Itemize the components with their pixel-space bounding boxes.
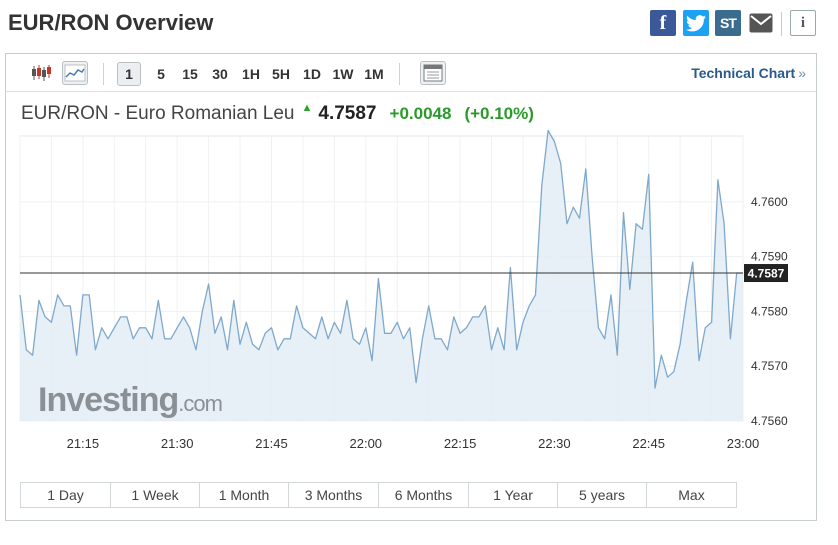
y-tick-label: 4.7570 — [751, 359, 788, 373]
series-area — [20, 130, 743, 421]
instrument-name: EUR/RON - Euro Romanian Leu — [21, 103, 295, 124]
period-1[interactable]: 1 — [117, 62, 141, 86]
range-5-years[interactable]: 5 years — [558, 483, 647, 507]
y-tick-label: 4.7590 — [751, 250, 788, 264]
last-price: 4.7587 — [318, 103, 377, 124]
line-chart-icon[interactable] — [62, 61, 88, 85]
price-change-percent: (+0.10%) — [464, 104, 534, 123]
x-tick-label: 22:30 — [538, 436, 571, 451]
period-30[interactable]: 30 — [212, 66, 228, 82]
period-15[interactable]: 15 — [182, 66, 198, 82]
range-6-months[interactable]: 6 Months — [379, 483, 469, 507]
range-3-months[interactable]: 3 Months — [289, 483, 379, 507]
x-tick-label: 23:00 — [727, 436, 760, 451]
toolbar-separator — [399, 63, 400, 85]
x-tick-label: 21:45 — [255, 436, 288, 451]
chevron-right-icon: » — [798, 65, 806, 81]
technical-chart-label: Technical Chart — [691, 65, 796, 81]
range-1-year[interactable]: 1 Year — [469, 483, 558, 507]
email-icon[interactable] — [748, 10, 774, 36]
period-5[interactable]: 5 — [157, 66, 165, 82]
x-tick-label: 22:00 — [350, 436, 383, 451]
range-selector: 1 Day 1 Week 1 Month 3 Months 6 Months 1… — [20, 482, 737, 508]
price-change: +0.0048 — [389, 104, 452, 123]
range-1-day[interactable]: 1 Day — [21, 483, 111, 507]
info-icon[interactable]: i — [790, 10, 816, 36]
price-chart[interactable]: Investing.com 4.7587 4.7560 4.7570 4.7580 4.7… — [6, 54, 816, 474]
quote-header: EUR/RON - Euro Romanian Leu ▲ 4.7587 +0.… — [21, 102, 534, 125]
range-1-week[interactable]: 1 Week — [111, 483, 200, 507]
calendar-icon[interactable] — [420, 61, 446, 85]
x-tick-label: 22:45 — [632, 436, 665, 451]
period-1h[interactable]: 1H — [242, 66, 260, 82]
current-value-label-bg — [744, 264, 788, 283]
technical-chart-link[interactable]: Technical Chart» — [691, 65, 806, 81]
period-1d[interactable]: 1D — [303, 66, 321, 82]
period-1m[interactable]: 1M — [364, 66, 384, 82]
x-tick-label: 22:15 — [444, 436, 477, 451]
y-tick-label: 4.7600 — [751, 195, 788, 209]
page-title: EUR/RON Overview — [8, 10, 214, 35]
y-tick-label: 4.7560 — [751, 414, 788, 428]
up-arrow-icon: ▲ — [301, 102, 313, 114]
x-tick-label: 21:30 — [161, 436, 194, 451]
share-separator — [781, 12, 782, 36]
stocktwits-icon[interactable]: ST — [715, 10, 741, 36]
facebook-icon[interactable]: f — [650, 10, 676, 36]
current-value-label: 4.7587 — [748, 267, 785, 281]
chart-widget: 1 5 15 30 1H 5H 1D 1W 1M Technical Chart… — [5, 53, 817, 521]
series-line — [19, 129, 743, 389]
investing-watermark: Investing.com — [38, 381, 222, 419]
toolbar-separator — [103, 63, 104, 85]
twitter-icon[interactable] — [683, 10, 709, 36]
candlestick-chart-icon[interactable] — [28, 61, 54, 85]
range-1-month[interactable]: 1 Month — [200, 483, 289, 507]
y-tick-label: 4.7580 — [751, 304, 788, 318]
period-5h[interactable]: 5H — [272, 66, 290, 82]
period-1w[interactable]: 1W — [332, 66, 354, 82]
range-max[interactable]: Max — [678, 487, 705, 503]
chart-toolbar: 1 5 15 30 1H 5H 1D 1W 1M Technical Chart… — [6, 54, 816, 92]
x-tick-label: 21:15 — [67, 436, 100, 451]
